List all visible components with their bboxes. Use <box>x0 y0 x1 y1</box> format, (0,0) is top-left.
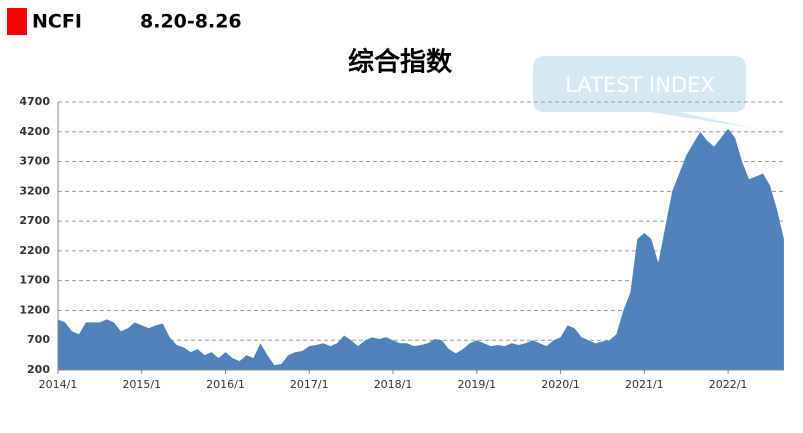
y-tick-label: 1200 <box>19 303 50 316</box>
brand-marker <box>7 8 27 35</box>
y-tick-label: 4700 <box>19 95 50 108</box>
y-tick-label: 2200 <box>19 244 50 257</box>
y-tick-label: 2700 <box>19 214 50 227</box>
area <box>58 128 784 370</box>
x-tick-label: 2019/1 <box>457 378 496 391</box>
x-tick-label: 2021/1 <box>625 378 664 391</box>
callout <box>533 56 752 128</box>
x-tick-label: 2022/1 <box>709 378 748 391</box>
y-tick-label: 1700 <box>19 274 50 287</box>
x-tick-label: 2018/1 <box>374 378 413 391</box>
brand: NCFI <box>32 11 82 33</box>
x-tick-label: 2014/1 <box>39 378 78 391</box>
chart-title: 综合指数 <box>348 47 453 78</box>
x-tick-label: 2020/1 <box>541 378 580 391</box>
y-tick-label: 200 <box>27 363 50 376</box>
callout-text: LATEST INDEX <box>565 73 715 97</box>
y-tick-label: 3200 <box>19 184 50 197</box>
x-tick-label: 2016/1 <box>206 378 245 391</box>
y-tick-label: 700 <box>27 333 50 346</box>
period: 8.20-8.26 <box>140 11 242 33</box>
y-tick-label: 4200 <box>19 125 50 138</box>
x-tick-label: 2015/1 <box>122 378 161 391</box>
y-tick-label: 3700 <box>19 155 50 168</box>
x-tick-label: 2017/1 <box>290 378 329 391</box>
